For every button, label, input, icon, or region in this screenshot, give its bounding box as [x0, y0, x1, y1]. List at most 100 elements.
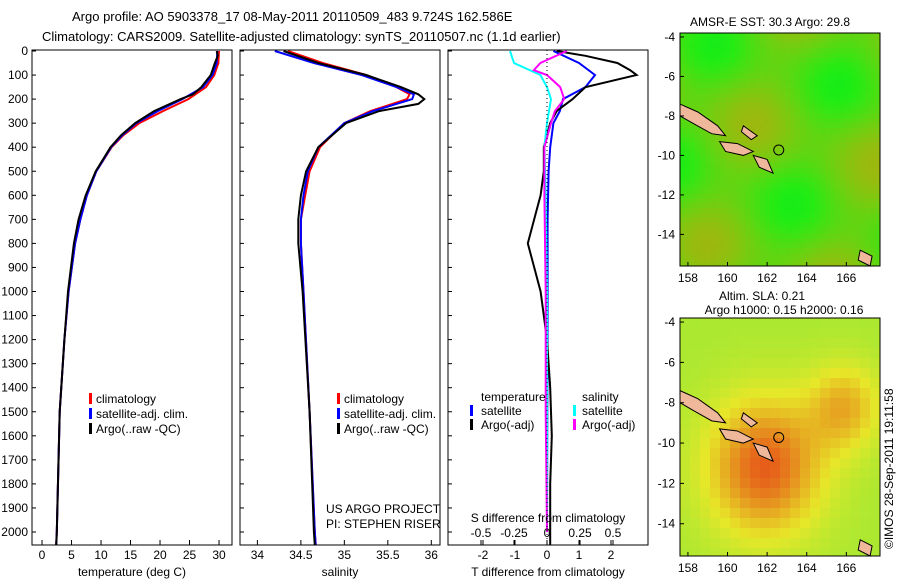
map-cell [730, 458, 741, 469]
map-cell [840, 198, 846, 204]
map-cell [805, 68, 811, 74]
map-cell [820, 248, 826, 254]
map-cell [685, 198, 691, 204]
island-shape [718, 428, 755, 444]
map-cell [705, 163, 711, 169]
map-cell [680, 123, 686, 129]
map-cell [710, 143, 716, 149]
map-cell [680, 203, 686, 209]
map-cell [760, 358, 771, 369]
map-cell [800, 143, 806, 149]
map-cell [785, 33, 791, 39]
map-cell [860, 218, 866, 224]
map-cell [750, 78, 756, 84]
map-cell [810, 208, 816, 214]
map-cell [830, 428, 841, 439]
legend-temperature-title: temperature [481, 390, 546, 404]
map-cell [755, 108, 761, 114]
map-cell [720, 88, 726, 94]
map-cell [695, 213, 701, 219]
map-cell [780, 398, 791, 409]
map-cell [680, 143, 686, 149]
map-cell [730, 118, 736, 124]
map-cell [725, 243, 731, 249]
map-cell [795, 233, 801, 239]
map-cell [770, 158, 776, 164]
map-cell [750, 233, 756, 239]
map-cell [870, 108, 876, 114]
map-cell [850, 253, 856, 259]
map-cell [820, 108, 826, 114]
map-cell [810, 518, 821, 529]
map-cell [790, 128, 796, 134]
map-cell [805, 248, 811, 254]
map-cell [730, 228, 736, 234]
map-cell [760, 183, 766, 189]
map-cell [730, 378, 741, 389]
map-cell [815, 158, 821, 164]
map-cell [730, 218, 736, 224]
map-cell [870, 318, 881, 329]
map-cell [710, 218, 716, 224]
map-cell [745, 73, 751, 79]
map-cell [845, 33, 851, 39]
map-cell [760, 43, 766, 49]
map-cell [800, 388, 811, 399]
map-cell [770, 58, 776, 64]
map-cell [785, 138, 791, 144]
map-lat-label: -6 [664, 69, 675, 83]
x-tick-label: 35.5 [376, 548, 400, 562]
map-cell [720, 118, 726, 124]
map-cell [755, 33, 761, 39]
map-cell [705, 133, 711, 139]
map-cell [840, 43, 846, 49]
map-cell [800, 338, 811, 349]
map-cell [780, 43, 786, 49]
map-cell [835, 153, 841, 159]
argo-location-marker-icon [773, 431, 785, 443]
map-cell [760, 258, 766, 264]
map-cell [720, 248, 726, 254]
map-cell [775, 113, 781, 119]
map-cell [755, 88, 761, 94]
map-cell [790, 508, 801, 519]
map-cell [710, 223, 716, 229]
map-cell [815, 263, 821, 267]
map-cell [705, 158, 711, 164]
map-cell [700, 98, 706, 104]
map-cell [875, 263, 881, 267]
map-cell [745, 33, 751, 39]
map-cell [755, 228, 761, 234]
map-cell [690, 73, 696, 79]
map-cell [870, 163, 876, 169]
map-cell [815, 248, 821, 254]
map-cell [730, 48, 736, 54]
map-cell [845, 148, 851, 154]
map-cell [830, 53, 836, 59]
map-cell [740, 133, 746, 139]
map-cell [700, 198, 706, 204]
map-cell [745, 238, 751, 244]
map-cell [750, 258, 756, 264]
map-cell [705, 258, 711, 264]
map-cell [775, 48, 781, 54]
map-cell [700, 213, 706, 219]
map-cell [730, 43, 736, 49]
map-cell [680, 358, 691, 369]
map-cell [730, 528, 741, 539]
map-cell [820, 238, 826, 244]
map-cell [825, 38, 831, 44]
map-cell [835, 143, 841, 149]
map-cell [710, 43, 716, 49]
map-cell [780, 53, 786, 59]
map-cell [780, 158, 786, 164]
map-cell [805, 123, 811, 129]
map-cell [685, 163, 691, 169]
map-cell [760, 103, 766, 109]
map-cell [775, 93, 781, 99]
map-cell [780, 138, 786, 144]
map-cell [845, 253, 851, 259]
series-line-t-argo-adj- [526, 50, 639, 545]
map-cell [780, 108, 786, 114]
map-cell [855, 193, 861, 199]
